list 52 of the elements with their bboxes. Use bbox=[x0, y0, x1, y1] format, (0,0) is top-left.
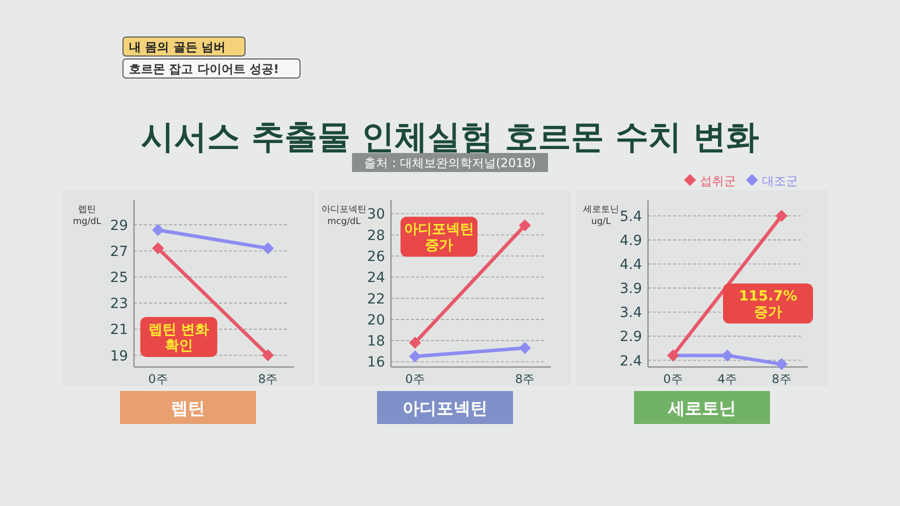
point bbox=[409, 336, 422, 349]
y-tick-label: 24 bbox=[367, 270, 386, 286]
y-tick-label: 18 bbox=[367, 334, 385, 350]
text: 호르몬 잡고 다이어트 성공! bbox=[129, 62, 280, 76]
x-tick-label: 8주 bbox=[515, 372, 535, 386]
y-axis-title: 아디포넥틴 mcg/dL bbox=[322, 205, 366, 227]
y-tick-label: 4.9 bbox=[620, 232, 642, 249]
y-tick-label: 4.4 bbox=[620, 257, 642, 274]
point bbox=[262, 242, 274, 254]
x-tick-label: 4주 bbox=[718, 372, 738, 386]
y-tick-label: 16 bbox=[367, 354, 386, 371]
y-tick-label: 2.4 bbox=[620, 353, 642, 370]
point bbox=[152, 242, 164, 254]
x-tick-label: 0주 bbox=[405, 372, 425, 386]
x-axis-title: 렙틴 bbox=[171, 399, 205, 419]
point bbox=[518, 219, 531, 232]
y-tick-label: 3.4 bbox=[620, 305, 642, 322]
text: 시서스 추출물 인체실험 호르몬 수치 변화 bbox=[140, 117, 760, 156]
annotation: 115.7% 증가 bbox=[738, 288, 798, 321]
x-tick-label: 0주 bbox=[148, 372, 168, 386]
y-tick-label: 3.9 bbox=[620, 281, 642, 298]
x-tick-label: 8주 bbox=[772, 372, 792, 386]
y-tick-label: 23 bbox=[110, 296, 128, 312]
y-tick-label: 29 bbox=[110, 218, 128, 234]
x-axis-title: 아디포넥틴 bbox=[402, 399, 488, 419]
y-tick-label: 2.9 bbox=[620, 329, 642, 346]
x-tick-label: 0주 bbox=[663, 372, 683, 386]
text: 내 몸의 골든 넘버 bbox=[129, 40, 226, 54]
y-tick-label: 21 bbox=[110, 322, 128, 338]
x-axis-title: 세로토닌 bbox=[667, 399, 736, 419]
chart-subtitle: 출처 : 대체보완의학저널(2018) bbox=[364, 156, 536, 170]
annotation: 렙틴 변화 확인 bbox=[148, 322, 210, 354]
y-tick-label: 26 bbox=[367, 249, 386, 266]
y-axis-title: 렙틴 mg/dL bbox=[72, 205, 102, 227]
x-tick-label: 8주 bbox=[258, 372, 278, 386]
y-tick-label: 22 bbox=[367, 291, 385, 308]
y-tick-label: 20 bbox=[367, 312, 385, 328]
y-tick-label: 5.4 bbox=[620, 208, 642, 225]
y-tick-label: 30 bbox=[367, 206, 385, 223]
legend-label: 대조군 bbox=[762, 174, 798, 188]
point bbox=[776, 210, 788, 222]
point bbox=[776, 358, 788, 370]
y-tick-label: 27 bbox=[110, 244, 128, 260]
point bbox=[262, 349, 274, 362]
point bbox=[409, 350, 422, 362]
point bbox=[518, 342, 531, 354]
legend-label: 섭취군 bbox=[700, 174, 736, 188]
y-tick-label: 19 bbox=[110, 348, 128, 364]
y-tick-label: 28 bbox=[367, 228, 385, 244]
point bbox=[152, 224, 164, 236]
y-tick-label: 25 bbox=[110, 270, 128, 286]
y-axis-title: 세로토닌 ug/L bbox=[583, 205, 619, 227]
